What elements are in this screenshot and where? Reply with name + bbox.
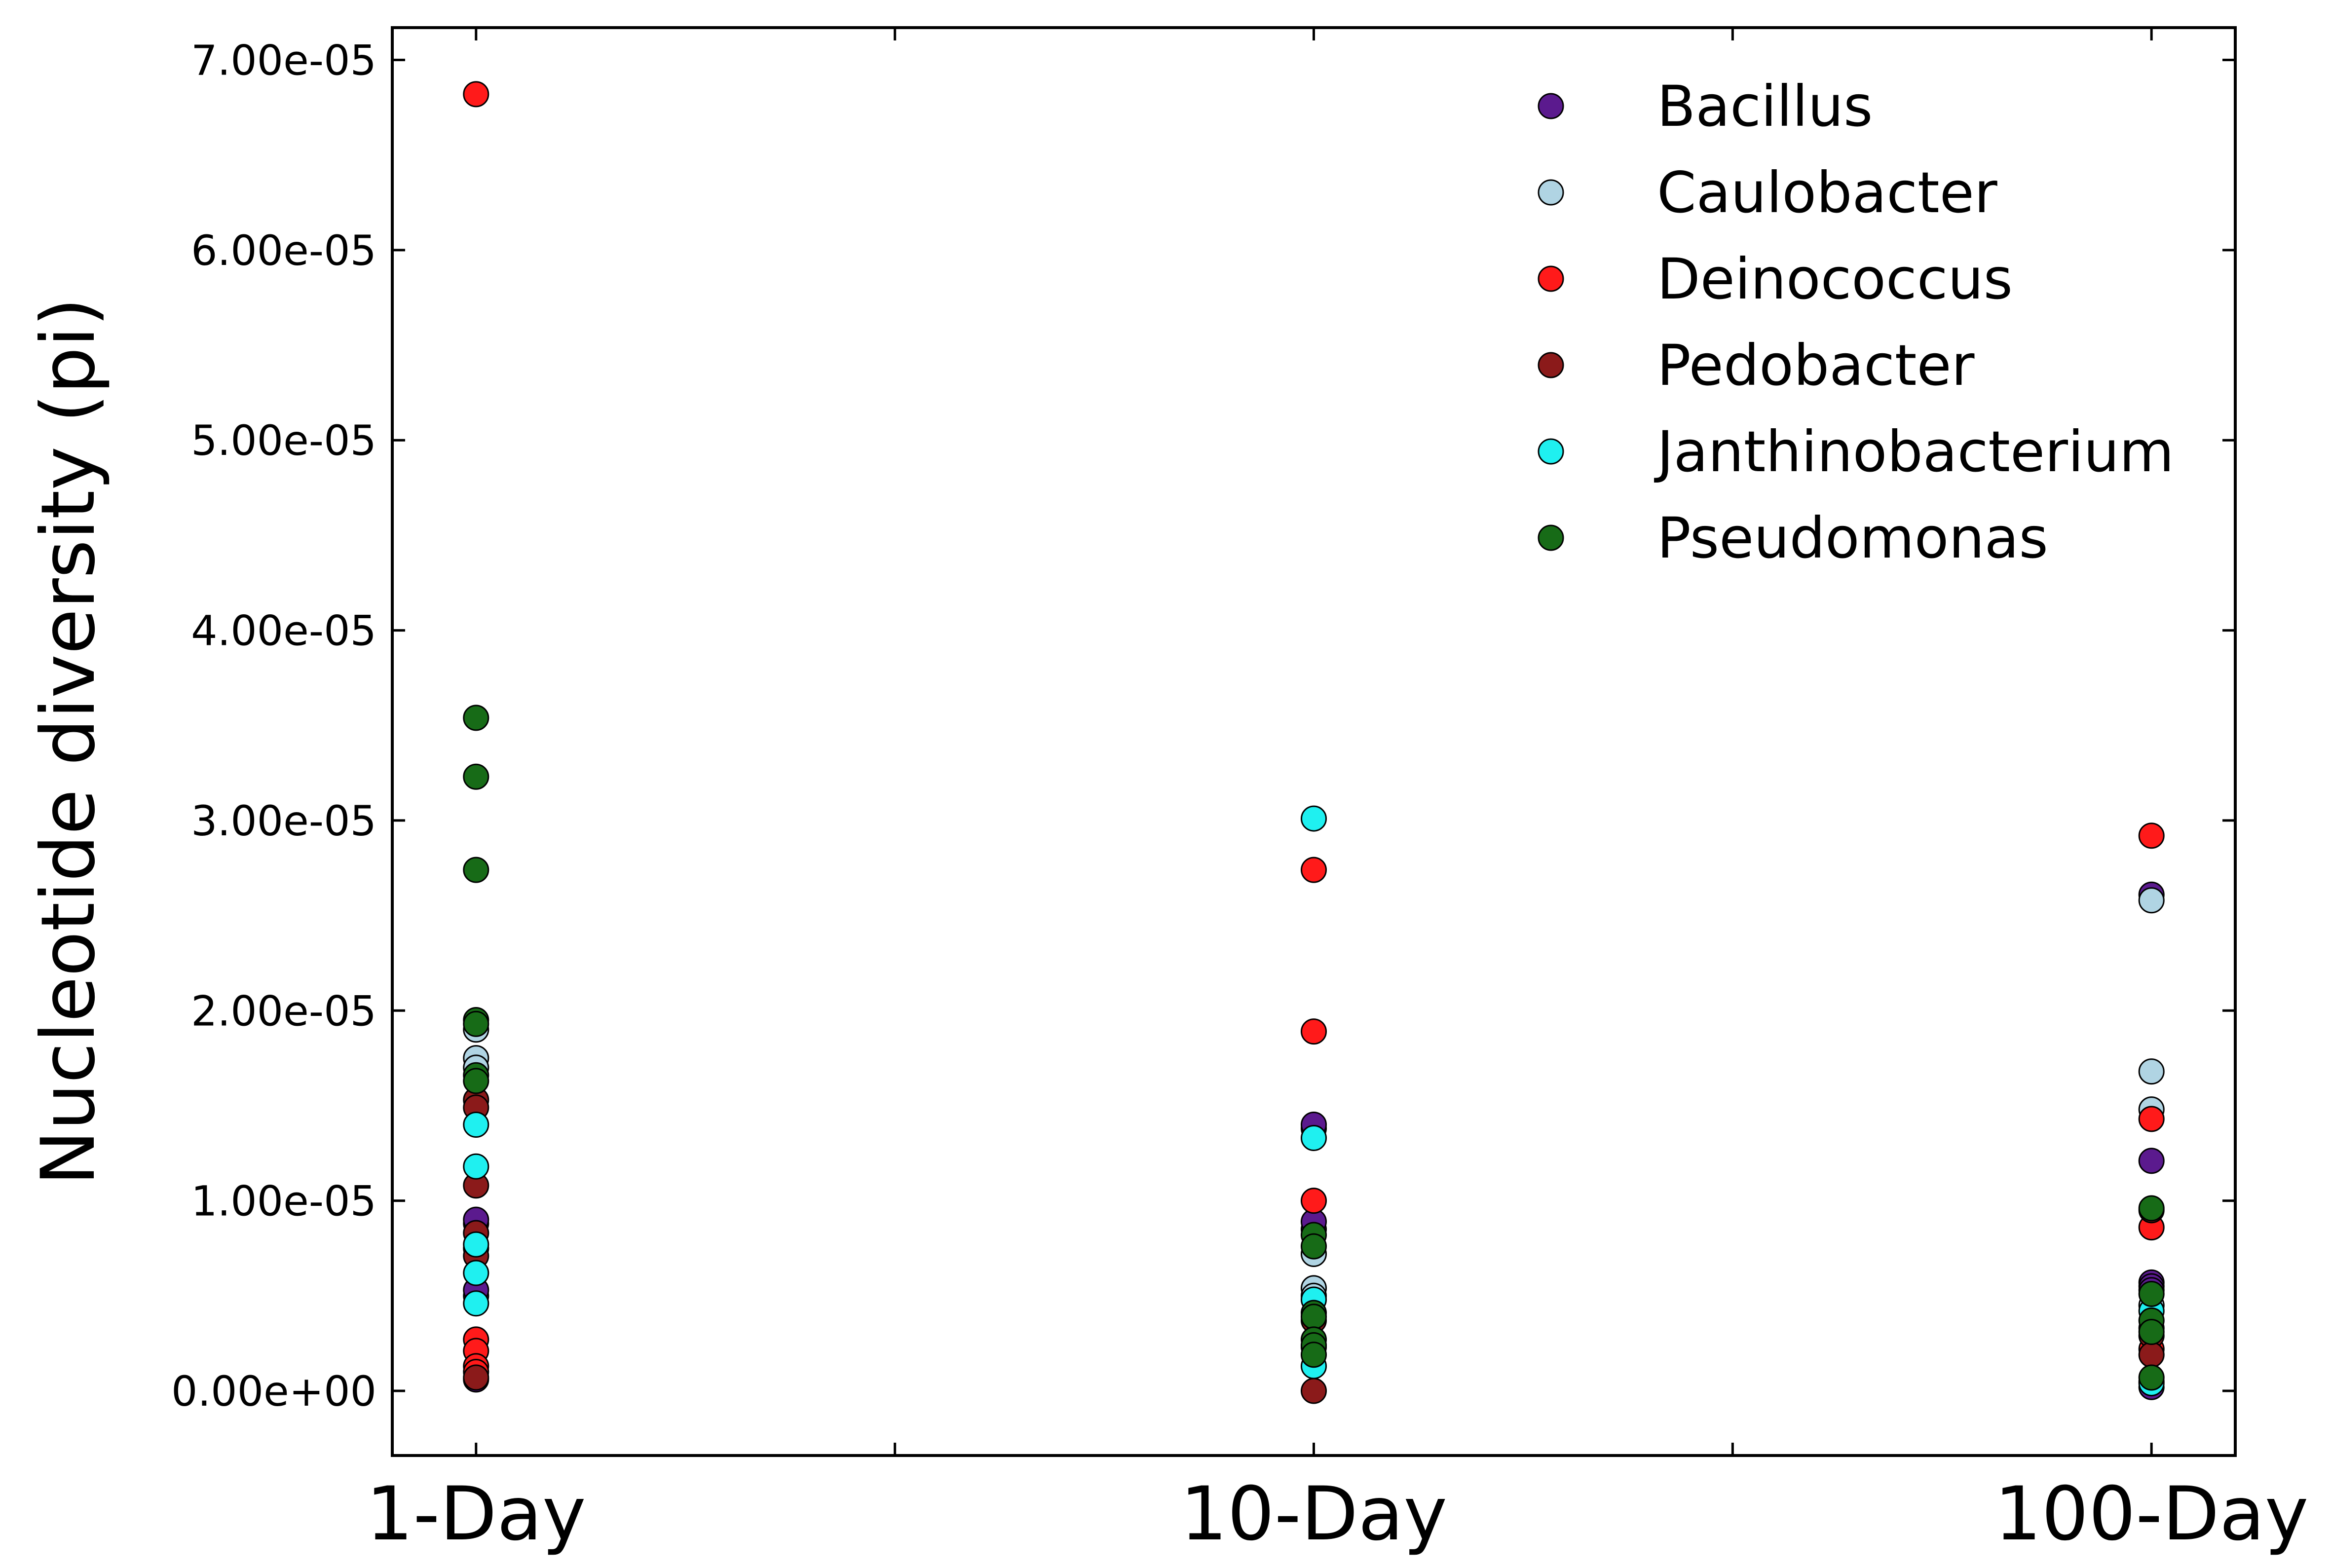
legend-label: Caulobacter	[1657, 160, 1997, 225]
y-axis-label: Nucleotide diversity (pi)	[26, 298, 112, 1186]
data-point	[1301, 1188, 1327, 1214]
legend-marker	[1538, 179, 1564, 206]
legend-marker	[1538, 438, 1564, 465]
y-tick-label: 0.00e+00	[171, 1367, 376, 1416]
data-point	[2138, 1058, 2165, 1085]
data-point	[1301, 1018, 1327, 1045]
legend-label: Pedobacter	[1657, 333, 1975, 398]
y-axis: 0.00e+00 1.00e-05 2.00e-05 3.00e-05 4.00e-05…	[171, 37, 2235, 1416]
data-point	[1301, 1233, 1327, 1260]
y-tick-label: 7.00e-05	[191, 37, 376, 85]
data-point	[463, 857, 489, 883]
data-point	[463, 81, 489, 108]
data-point	[463, 1111, 489, 1138]
legend-marker	[1538, 352, 1564, 378]
data-point	[463, 705, 489, 731]
data-point	[2138, 1364, 2165, 1391]
data-point	[2138, 1319, 2165, 1345]
data-point	[2138, 887, 2165, 914]
data-point	[463, 1068, 489, 1094]
y-tick-label: 1.00e-05	[191, 1177, 376, 1226]
data-point	[2138, 1342, 2165, 1368]
data-point	[2138, 1148, 2165, 1174]
data-point	[463, 1364, 489, 1391]
data-point	[463, 1290, 489, 1317]
legend-marker	[1538, 265, 1564, 292]
series-pseudomonas	[463, 705, 2165, 1391]
x-tick-label: 10-Day	[1180, 1471, 1447, 1557]
data-point	[463, 1231, 489, 1258]
plot-frame	[391, 26, 2237, 1457]
y-tick-label: 3.00e-05	[191, 797, 376, 845]
y-tick-label: 6.00e-05	[191, 226, 376, 275]
y-tick-label: 2.00e-05	[191, 987, 376, 1035]
series-deinococcus	[463, 81, 2165, 1385]
data-point	[1301, 805, 1327, 832]
legend-label: Deinococcus	[1657, 246, 2013, 312]
data-point	[2138, 822, 2165, 849]
y-tick-label: 5.00e-05	[191, 416, 376, 465]
data-point	[2138, 1195, 2165, 1222]
data-point	[1301, 857, 1327, 883]
data-point	[463, 1260, 489, 1286]
x-tick-label: 100-Day	[1994, 1471, 2309, 1557]
data-point	[463, 1153, 489, 1180]
legend-marker	[1538, 524, 1564, 551]
legend-label: Pseudomonas	[1657, 505, 2048, 571]
x-axis: 1-Day 10-Day 100-Day	[366, 28, 2309, 1557]
x-tick-label: 1-Day	[366, 1471, 586, 1557]
legend: Bacillus Caulobacter Deinococcus Pedobacter…	[1538, 74, 2174, 571]
data-point	[463, 763, 489, 790]
legend-label: Janthinobacterium	[1654, 419, 2174, 485]
data-point	[2138, 1106, 2165, 1132]
legend-label: Bacillus	[1657, 74, 1873, 139]
data-point	[2138, 1280, 2165, 1307]
data-point	[1301, 1124, 1327, 1151]
data-point	[1301, 1342, 1327, 1368]
data-point	[1301, 1378, 1327, 1404]
data-points	[463, 81, 2165, 1404]
data-point	[463, 1010, 489, 1037]
legend-marker	[1538, 93, 1564, 119]
y-tick-label: 4.00e-05	[191, 607, 376, 655]
data-point	[1301, 1304, 1327, 1330]
